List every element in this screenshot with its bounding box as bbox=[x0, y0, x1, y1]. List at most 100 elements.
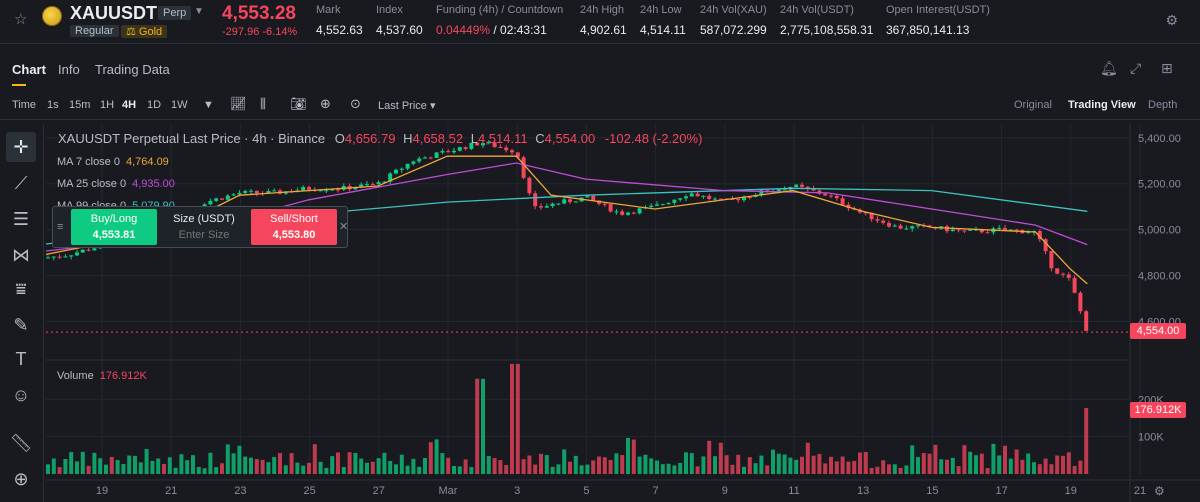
candle-body bbox=[521, 157, 526, 178]
crosshair-icon[interactable]: ✛ bbox=[6, 132, 36, 162]
chart-area[interactable]: 5,400.005,200.005,000.004,800.004,600.00… bbox=[46, 124, 1200, 502]
close-icon[interactable]: ✕ bbox=[339, 221, 349, 233]
stat-label[interactable]: Funding (4h) / Countdown bbox=[436, 4, 564, 16]
candle-body bbox=[86, 249, 91, 251]
volume-bar bbox=[887, 464, 891, 474]
view-depth[interactable]: Depth bbox=[1148, 99, 1178, 111]
volume-bar bbox=[289, 453, 294, 474]
text-icon[interactable]: T bbox=[15, 349, 27, 369]
more-intervals-icon[interactable]: ▼ bbox=[203, 99, 214, 111]
time-label: Time bbox=[12, 99, 37, 111]
interval-1s[interactable]: 1s bbox=[47, 99, 59, 111]
pattern-icon[interactable]: ⋈ bbox=[12, 245, 30, 265]
symbol-name[interactable]: XAUUSDT bbox=[70, 3, 158, 23]
volume-bar bbox=[463, 459, 468, 474]
candle-body bbox=[1055, 268, 1060, 274]
layout-grid-icon[interactable]: ⊞ bbox=[1161, 60, 1173, 76]
view-original[interactable]: Original bbox=[1014, 99, 1052, 111]
tab-info[interactable]: Info bbox=[58, 62, 80, 77]
header-settings-icon[interactable]: ⚙ bbox=[1165, 12, 1178, 28]
brush-icon[interactable]: ✎ bbox=[13, 315, 29, 335]
interval-1w[interactable]: 1W bbox=[171, 99, 188, 111]
drag-handle-icon[interactable]: ≡ bbox=[57, 221, 64, 233]
stat-open-interest: Open Interest(USDT) 367,850,141.13 bbox=[886, 4, 990, 37]
volume-bar bbox=[846, 461, 851, 474]
candle-type-icon[interactable]: ⫼ bbox=[260, 96, 266, 111]
volume-bar bbox=[423, 457, 427, 474]
interval-4h[interactable]: 4H bbox=[122, 99, 137, 111]
volume-bar bbox=[800, 456, 804, 474]
ma7-label: MA 7 close 0 bbox=[57, 156, 120, 168]
volume-bar bbox=[318, 461, 323, 474]
candlestick-chart[interactable]: 5,400.005,200.005,000.004,800.004,600.00… bbox=[46, 124, 1200, 502]
candle-body bbox=[834, 195, 839, 199]
volume-bar bbox=[382, 452, 387, 474]
price-delta: -102.48 (-2.20%) bbox=[604, 131, 703, 146]
close-label: C bbox=[535, 131, 545, 146]
stat-value: 4,552.63 bbox=[316, 23, 363, 37]
buy-long-button[interactable]: Buy/Long 4,553.81 bbox=[71, 209, 157, 245]
fib-icon[interactable]: ⩸ bbox=[15, 279, 27, 299]
candle-body bbox=[660, 204, 665, 206]
volume-bar bbox=[916, 457, 920, 474]
volume-bar bbox=[771, 449, 775, 474]
settings-icon[interactable]: ⊙ bbox=[350, 96, 361, 111]
volume-bar bbox=[945, 459, 949, 474]
sell-short-button[interactable]: Sell/Short 4,553.80 bbox=[251, 209, 337, 245]
volume-bar bbox=[376, 458, 381, 474]
volume-bar bbox=[411, 458, 416, 474]
open-value: 4,656.79 bbox=[344, 131, 396, 146]
candle-body bbox=[411, 161, 416, 164]
candle-body bbox=[730, 198, 735, 200]
stat-label[interactable]: Open Interest(USDT) bbox=[886, 4, 990, 16]
size-input[interactable] bbox=[164, 229, 244, 241]
candle-body bbox=[405, 163, 410, 169]
candle-body bbox=[568, 199, 572, 202]
candle-body bbox=[904, 228, 909, 230]
candle-body bbox=[486, 142, 491, 144]
volume-legend: Volume 176.912K bbox=[57, 370, 147, 382]
candle-body bbox=[956, 229, 961, 231]
candle-body bbox=[359, 184, 364, 188]
chart-settings-icon[interactable]: ⚙ bbox=[1154, 484, 1165, 498]
trendline-icon[interactable]: ⟋ bbox=[14, 173, 28, 193]
price-type-select[interactable]: Last Price ▾ bbox=[378, 100, 436, 112]
indicators-icon[interactable]: 📈︎ bbox=[230, 96, 247, 111]
interval-15m[interactable]: 15m bbox=[69, 99, 91, 111]
volume-bar bbox=[266, 462, 271, 474]
view-trading-view[interactable]: Trading View bbox=[1068, 99, 1136, 111]
add-icon[interactable]: ⊕ bbox=[320, 96, 331, 111]
emoji-icon[interactable]: ☺ bbox=[11, 385, 31, 405]
interval-1h[interactable]: 1H bbox=[100, 99, 115, 111]
perp-badge: Perp bbox=[158, 6, 192, 20]
current-volume-tag: 176.912K bbox=[1130, 402, 1186, 418]
stat-label: 24h Vol(XAU) bbox=[700, 4, 767, 16]
alert-bell-icon[interactable]: 🔔︎ bbox=[1100, 60, 1118, 76]
volume-bar bbox=[666, 463, 671, 474]
interval-1d[interactable]: 1D bbox=[147, 99, 162, 111]
current-price-tag: 4,554.00 bbox=[1130, 323, 1186, 339]
volume-bar bbox=[1043, 458, 1048, 474]
volume-bar bbox=[237, 445, 242, 474]
screenshot-icon[interactable]: 📷︎ bbox=[290, 96, 307, 111]
date-axis-label: 23 bbox=[234, 485, 246, 497]
volume-bar bbox=[527, 455, 532, 474]
symbol-dropdown-icon[interactable]: ▼ bbox=[194, 6, 204, 17]
fullscreen-icon[interactable]: ⤢ bbox=[1130, 60, 1142, 76]
ruler-icon[interactable]: 📏︎ bbox=[9, 433, 33, 453]
candle-body bbox=[504, 147, 509, 151]
tab-trading-data[interactable]: Trading Data bbox=[95, 62, 170, 77]
volume-bar bbox=[637, 456, 642, 474]
favorite-star-icon[interactable]: ☆ bbox=[14, 11, 28, 28]
stat-label[interactable]: Index bbox=[376, 4, 403, 16]
funding-rate: 0.04449% bbox=[436, 23, 491, 37]
candle-body bbox=[968, 229, 973, 231]
candle-body bbox=[434, 152, 439, 159]
tab-chart[interactable]: Chart bbox=[12, 62, 46, 77]
price-type-label: Last Price bbox=[378, 100, 427, 112]
horizontal-lines-icon[interactable]: ☰ bbox=[12, 209, 30, 229]
stat-mark: Mark 4,552.63 bbox=[316, 4, 363, 37]
zoom-in-icon[interactable]: ⊕ bbox=[13, 469, 29, 489]
volume-bar bbox=[997, 455, 1002, 474]
date-axis-label: 11 bbox=[788, 485, 799, 497]
